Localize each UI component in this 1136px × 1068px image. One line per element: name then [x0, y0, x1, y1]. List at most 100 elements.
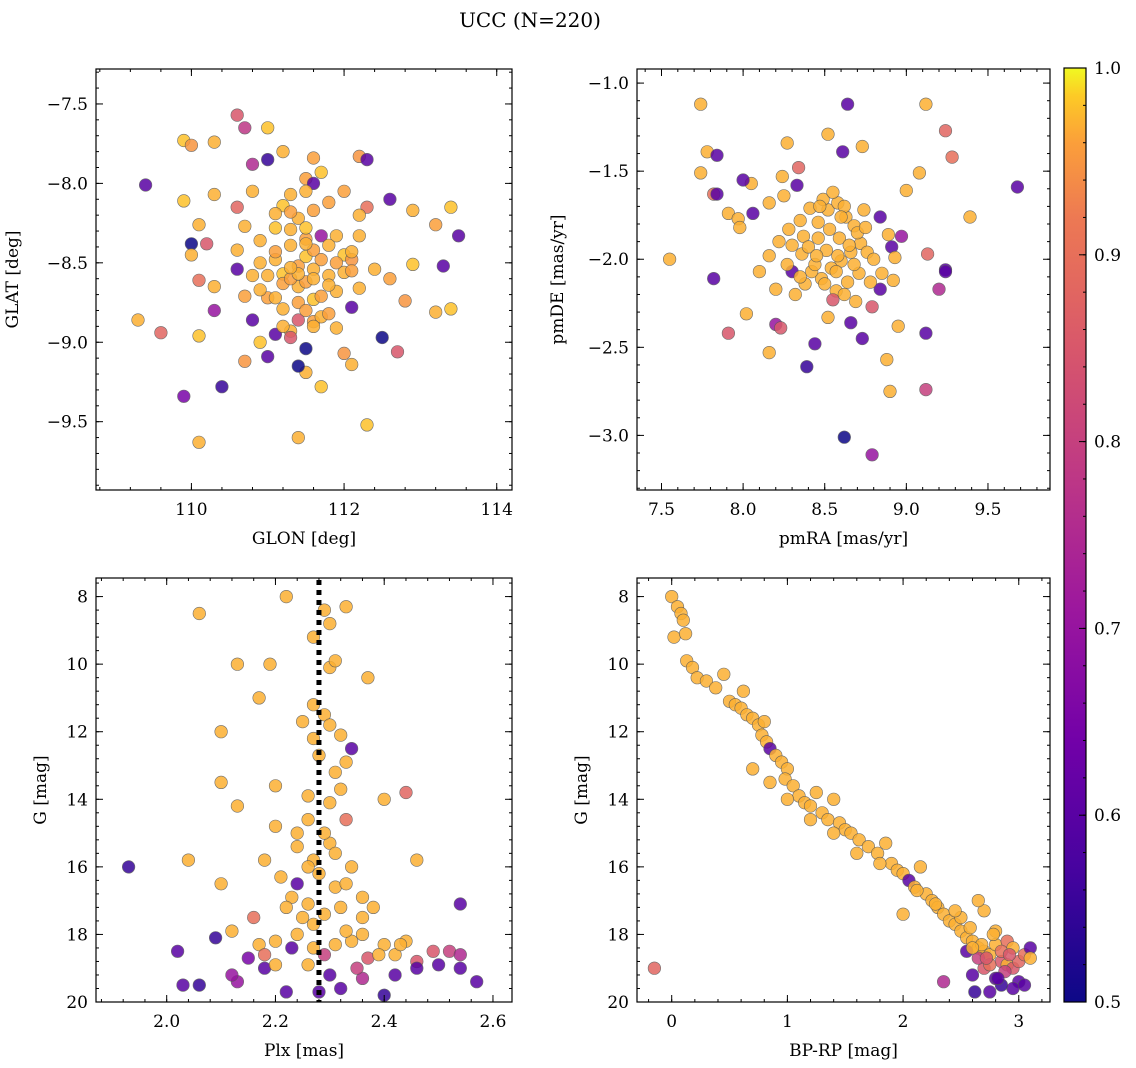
data-point — [938, 124, 953, 138]
data-point — [268, 291, 283, 305]
data-point — [323, 718, 337, 732]
data-point — [192, 606, 206, 621]
data-point — [252, 691, 266, 705]
data-point — [238, 219, 252, 233]
data-point — [192, 435, 206, 449]
x-tick-label: 8.5 — [811, 500, 838, 520]
data-point — [299, 237, 313, 251]
data-point — [388, 948, 402, 962]
data-point — [291, 431, 305, 445]
data-point — [337, 346, 351, 361]
data-point — [739, 307, 754, 321]
data-point — [214, 877, 228, 891]
data-point — [322, 278, 336, 292]
data-point — [334, 782, 348, 796]
data-point — [268, 207, 283, 221]
data-point — [200, 237, 214, 251]
data-point — [274, 870, 288, 884]
data-point — [339, 812, 353, 827]
data-point — [699, 674, 714, 688]
data-point — [301, 958, 315, 972]
data-point — [850, 846, 864, 860]
data-point — [314, 165, 328, 179]
data-point — [290, 826, 304, 840]
data-point — [352, 208, 366, 222]
data-point — [383, 272, 397, 286]
y-axis-label: GLAT [deg] — [3, 230, 23, 328]
data-point — [979, 951, 994, 965]
data-point — [214, 725, 228, 739]
data-point — [780, 792, 795, 806]
data-point — [328, 937, 342, 952]
data-point — [238, 289, 252, 303]
data-point — [452, 229, 466, 243]
data-point — [757, 714, 771, 729]
colorbar-gradient — [1064, 68, 1086, 1002]
colorbar-tick-label: 0.9 — [1094, 246, 1121, 266]
data-point — [662, 252, 677, 266]
data-point — [253, 234, 267, 248]
data-point — [818, 277, 832, 291]
y-tick-label: 8 — [618, 588, 629, 608]
data-point — [372, 948, 386, 962]
data-point — [345, 741, 359, 756]
data-point — [192, 273, 206, 287]
data-point — [355, 927, 370, 942]
data-point — [803, 812, 818, 827]
data-point — [284, 205, 298, 219]
data-point — [453, 948, 467, 962]
data-point — [207, 280, 221, 294]
data-point — [965, 941, 980, 955]
data-point — [399, 785, 413, 800]
data-point — [263, 657, 277, 671]
data-point — [276, 319, 290, 334]
data-point — [1002, 948, 1017, 962]
points-bprp-g — [647, 589, 1037, 999]
data-point — [721, 326, 736, 340]
data-point — [821, 812, 835, 827]
data-point — [780, 136, 794, 150]
data-point — [936, 975, 951, 989]
data-point — [803, 799, 818, 813]
panel-pmra-pmde: 7.5 8.0 8.5 9.0 9.5 −3.0 −2.5 −2.0 −1.5 −1.0 pmRA … — [548, 68, 1051, 549]
y-tick-label: 12 — [607, 723, 629, 743]
data-point — [345, 934, 359, 948]
data-point — [334, 981, 348, 996]
data-point — [177, 194, 191, 208]
data-point — [306, 203, 321, 217]
y-tick-label: −8.0 — [47, 174, 88, 194]
data-point — [775, 169, 789, 184]
y-tick-label: −1.0 — [588, 74, 629, 94]
data-point — [1017, 978, 1032, 992]
data-point — [299, 221, 313, 235]
data-point — [247, 910, 261, 925]
data-point — [339, 600, 353, 614]
data-point — [752, 265, 767, 279]
data-point — [258, 948, 272, 962]
data-point — [873, 282, 887, 296]
data-point — [181, 853, 195, 867]
data-point — [301, 812, 315, 827]
data-point — [832, 231, 847, 245]
data-point — [920, 247, 935, 261]
x-tick-label: 9.0 — [893, 500, 920, 520]
data-point — [429, 218, 443, 232]
x-tick-label: 8.0 — [730, 500, 757, 520]
axes-frame — [636, 68, 1051, 491]
data-point — [1006, 981, 1020, 996]
data-point — [827, 826, 841, 840]
data-point — [290, 839, 304, 854]
data-point — [793, 270, 807, 284]
data-point — [986, 927, 1000, 942]
data-point — [945, 150, 959, 164]
data-point — [285, 890, 299, 904]
data-point — [913, 860, 928, 874]
axes-frame — [95, 68, 513, 491]
x-tick-label: 110 — [175, 500, 207, 520]
data-point — [676, 613, 690, 627]
data-point — [844, 316, 858, 330]
data-point — [938, 265, 953, 279]
data-point — [339, 924, 353, 938]
data-point — [284, 261, 298, 275]
